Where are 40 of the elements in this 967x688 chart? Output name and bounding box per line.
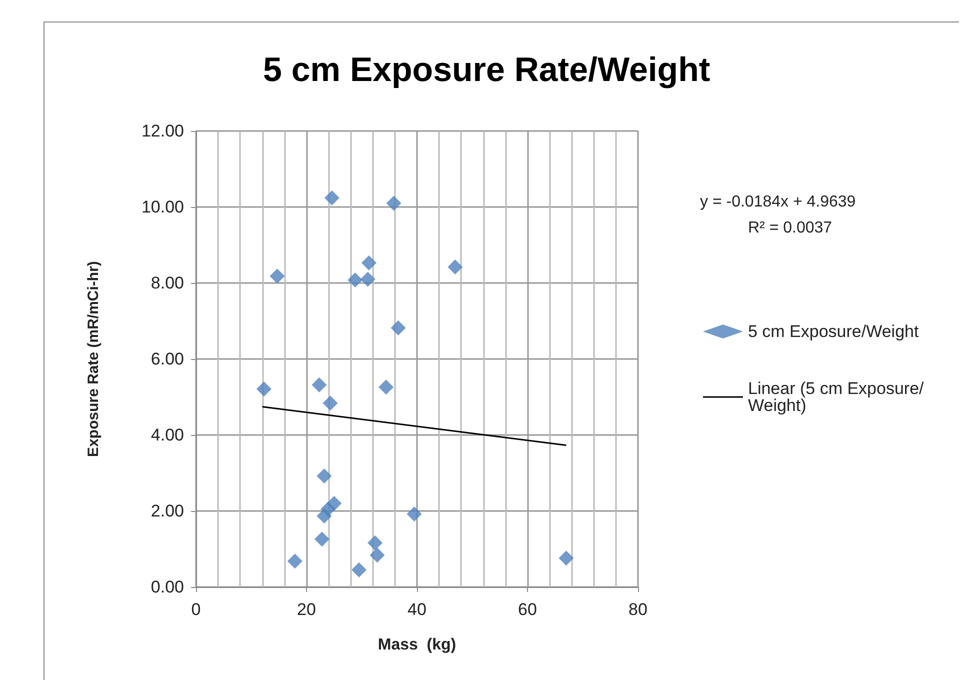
point <box>324 190 340 206</box>
x-tick-label: 0 <box>191 600 201 619</box>
point <box>406 506 422 522</box>
point <box>322 396 338 411</box>
point <box>312 377 327 392</box>
y-tick-label: 10.00 <box>141 198 184 216</box>
point <box>390 320 406 336</box>
y-tick-label: 8.00 <box>150 274 184 292</box>
text: R² = 0.0037 <box>748 220 832 236</box>
point <box>558 550 574 566</box>
legend-label: 5 cm Exposure/Weight <box>748 322 919 341</box>
x-axis-title: Mass (kg) <box>378 636 456 654</box>
point <box>368 535 383 550</box>
x-tick-label: 40 <box>408 600 426 619</box>
point <box>314 532 330 547</box>
y-tick-label: 12.00 <box>141 122 184 140</box>
x-tick-label: 20 <box>297 600 316 619</box>
point <box>378 380 394 395</box>
point <box>348 272 363 288</box>
point <box>448 260 463 275</box>
y-tick-label: 6.00 <box>150 350 184 368</box>
point <box>351 562 366 578</box>
point <box>287 554 302 569</box>
text: y = -0.0184x + 4.9639 <box>700 194 856 210</box>
y-tick-label: 2.00 <box>150 502 184 520</box>
point <box>370 548 385 563</box>
y-axis-title: Exposure Rate (mR/mCi-hr) <box>85 261 102 457</box>
point <box>270 268 285 284</box>
x-tick-label: 80 <box>628 600 648 619</box>
point <box>256 382 272 397</box>
point <box>386 196 402 211</box>
point <box>360 272 376 287</box>
point <box>326 496 342 511</box>
chart-title: 5 cm Exposure Rate/Weight <box>263 51 710 89</box>
x-tick-label: 60 <box>518 600 537 619</box>
y-tick-label: 4.00 <box>150 426 184 444</box>
y-tick-label: 0.00 <box>150 578 184 596</box>
point <box>361 255 376 270</box>
legend-label: Linear (5 cm Exposure/Weight) <box>748 379 924 415</box>
point <box>316 468 332 484</box>
